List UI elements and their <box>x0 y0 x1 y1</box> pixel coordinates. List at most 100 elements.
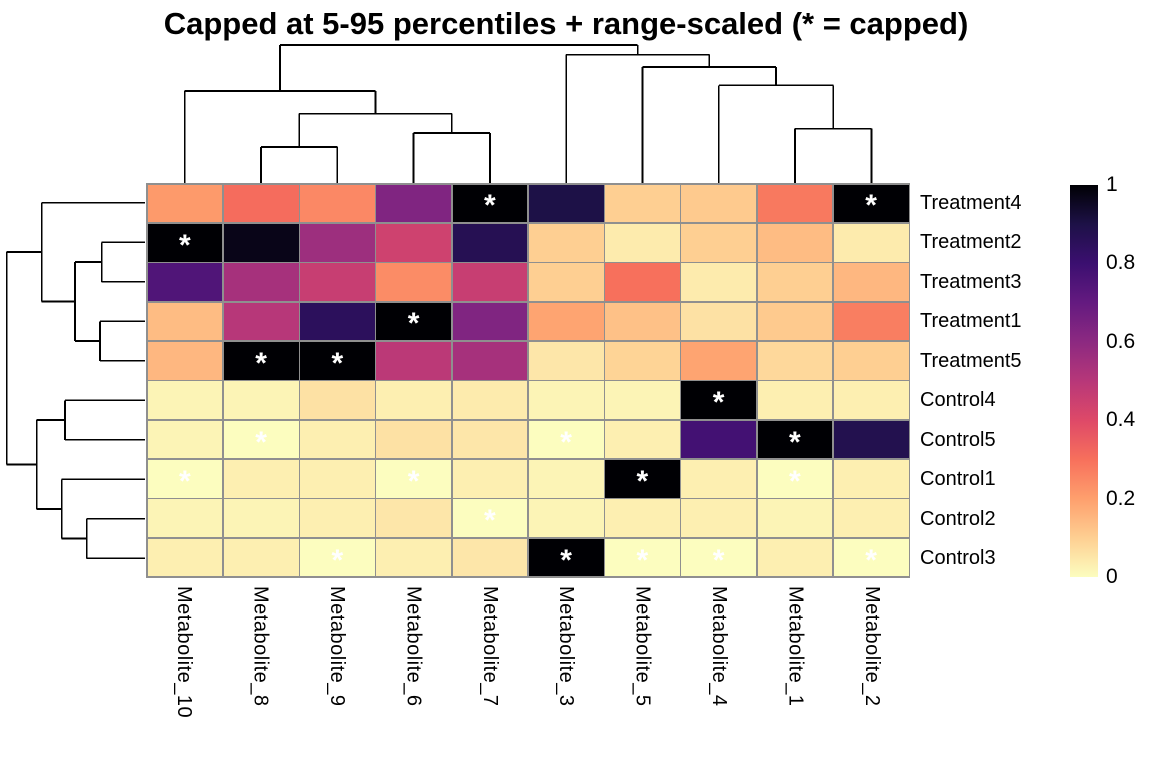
heatmap-cell: * <box>223 420 299 459</box>
heatmap-cell: * <box>223 341 299 380</box>
heatmap-cell <box>757 184 833 223</box>
row-dendrogram <box>5 201 145 560</box>
capped-star-marker: * <box>407 464 420 498</box>
heatmap-cell <box>681 499 756 538</box>
row-label: Treatment2 <box>920 231 1022 254</box>
capped-star-marker: * <box>560 543 572 577</box>
heatmap-cell <box>757 263 833 302</box>
row-label: Control4 <box>920 389 996 412</box>
heatmap-cell <box>605 223 680 262</box>
heatmap-cell <box>528 499 604 538</box>
heatmap-cell <box>452 341 528 380</box>
heatmap-cell <box>605 499 680 538</box>
heatmap-cell <box>300 459 375 498</box>
heatmap-cell <box>757 538 833 577</box>
heatmap-cell <box>223 263 299 302</box>
heatmap-cell <box>833 381 909 420</box>
heatmap-cell: * <box>605 538 680 577</box>
heatmap-cell <box>757 381 833 420</box>
heatmap-cell <box>223 184 299 223</box>
heatmap-cell: * <box>681 381 756 420</box>
column-label: Metabolite_1 <box>784 586 807 707</box>
heatmap-cell <box>376 499 451 538</box>
chart-title: Capped at 5-95 percentiles + range-scale… <box>163 6 969 41</box>
heatmap-cell: * <box>605 459 680 498</box>
heatmap-cell <box>833 263 909 302</box>
heatmap-cell <box>528 381 604 420</box>
heatmap-cell <box>300 184 375 223</box>
colorbar-tick-label: 0 <box>1106 565 1118 588</box>
heatmap-cell: * <box>300 341 375 380</box>
heatmap-cell <box>605 263 680 302</box>
heatmap-cell <box>147 263 223 302</box>
heatmap-cell <box>376 420 451 459</box>
heatmap-cell <box>376 538 451 577</box>
heatmap-cell <box>605 381 680 420</box>
row-label: Treatment3 <box>920 270 1022 293</box>
heatmap-cell <box>605 420 680 459</box>
colorbar-tick-label: 0.4 <box>1106 408 1136 432</box>
heatmap-cell <box>681 302 756 341</box>
capped-star-marker: * <box>636 464 649 498</box>
heatmap-cell <box>300 420 375 459</box>
heatmap-cell <box>223 223 299 262</box>
heatmap-cell: * <box>452 499 528 538</box>
heatmap-cell <box>147 381 223 420</box>
heatmap-cell <box>681 223 756 262</box>
heatmap-cell <box>376 263 451 302</box>
heatmap-cell <box>681 184 756 223</box>
heatmap-cell <box>223 499 299 538</box>
heatmap-cell <box>223 302 299 341</box>
heatmap-cell <box>300 223 375 262</box>
heatmap-cell <box>300 381 375 420</box>
heatmap-cell: * <box>376 302 451 341</box>
colorbar-tick-label: 0.8 <box>1106 251 1136 275</box>
heatmap-cell <box>147 341 223 380</box>
heatmap-cell <box>605 341 680 380</box>
capped-star-marker: * <box>255 346 267 380</box>
row-label: Treatment1 <box>920 310 1022 333</box>
heatmap-cell <box>757 302 833 341</box>
heatmap-cell <box>452 459 528 498</box>
heatmap-cell <box>528 302 604 341</box>
heatmap-cell <box>528 184 604 223</box>
heatmap-cell: * <box>452 184 528 223</box>
row-label: Control2 <box>920 507 996 530</box>
heatmap-cell <box>223 538 299 577</box>
column-dendrogram <box>183 44 873 183</box>
heatmap-cell <box>528 459 604 498</box>
heatmap-cell <box>376 341 451 380</box>
heatmap-cell: * <box>147 223 223 262</box>
column-label: Metabolite_6 <box>402 586 425 707</box>
heatmap-cell <box>681 459 756 498</box>
column-label: Metabolite_4 <box>708 586 730 707</box>
capped-star-marker: * <box>865 543 877 577</box>
heatmap-cell <box>300 263 375 302</box>
capped-star-marker: * <box>712 543 725 577</box>
heatmap-cell: * <box>757 459 833 498</box>
column-label: Metabolite_5 <box>631 586 654 707</box>
heatmap-cell <box>300 499 375 538</box>
capped-star-marker: * <box>789 464 801 498</box>
colorbar-tick-label: 0.6 <box>1106 329 1136 353</box>
heatmap-cell <box>376 223 451 262</box>
heatmap-cell <box>147 538 223 577</box>
heatmap-cell <box>223 381 299 420</box>
heatmap-cell <box>757 341 833 380</box>
capped-star-marker: * <box>560 425 572 459</box>
heatmap-cell <box>528 341 604 380</box>
heatmap-cell <box>452 381 528 420</box>
heatmap-cell: * <box>300 538 375 577</box>
heatmap-cell <box>833 420 909 459</box>
capped-star-marker: * <box>331 543 344 577</box>
heatmap-cell <box>528 223 604 262</box>
heatmap-cell: * <box>681 538 756 577</box>
heatmap-cell <box>300 302 375 341</box>
heatmap-cell <box>757 223 833 262</box>
capped-star-marker: * <box>179 464 191 498</box>
heatmap-cell <box>452 538 528 577</box>
column-label: Metabolite_10 <box>173 586 196 719</box>
heatmap-cell <box>452 263 528 302</box>
capped-star-marker: * <box>712 386 725 420</box>
